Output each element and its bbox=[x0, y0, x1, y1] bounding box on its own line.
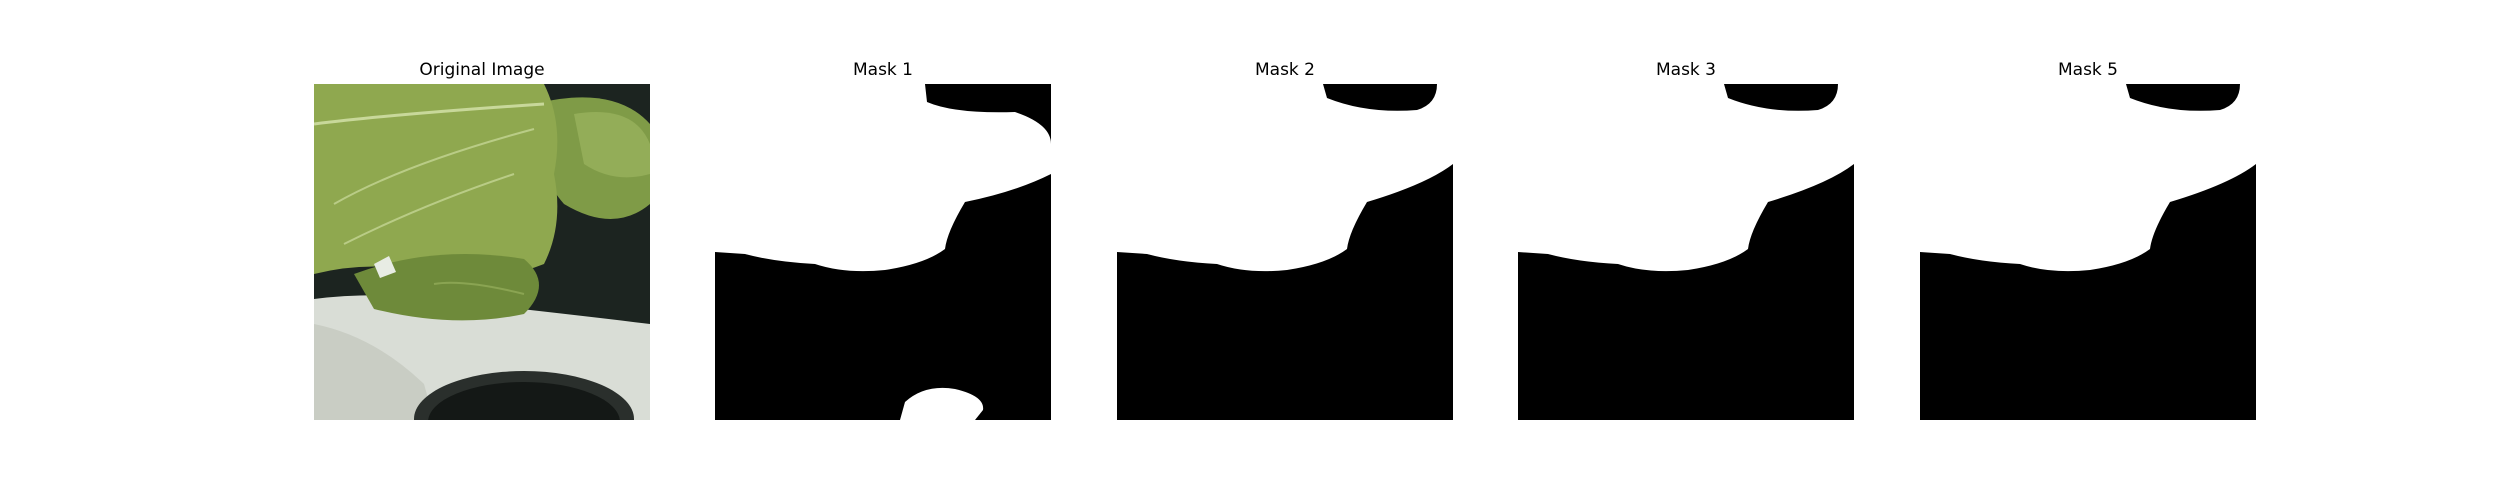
mask-image bbox=[1117, 84, 1453, 420]
panel-title: Mask 3 bbox=[1655, 60, 1716, 80]
panel-title: Mask 5 bbox=[2057, 60, 2118, 80]
original-photo bbox=[314, 84, 650, 420]
panel-title: Mask 2 bbox=[1254, 60, 1315, 80]
mask-image bbox=[1518, 84, 1854, 420]
mask-image bbox=[715, 84, 1051, 420]
panel-title: Original Image bbox=[419, 60, 545, 80]
mask-image bbox=[1920, 84, 2256, 420]
panel-title: Mask 1 bbox=[852, 60, 913, 80]
